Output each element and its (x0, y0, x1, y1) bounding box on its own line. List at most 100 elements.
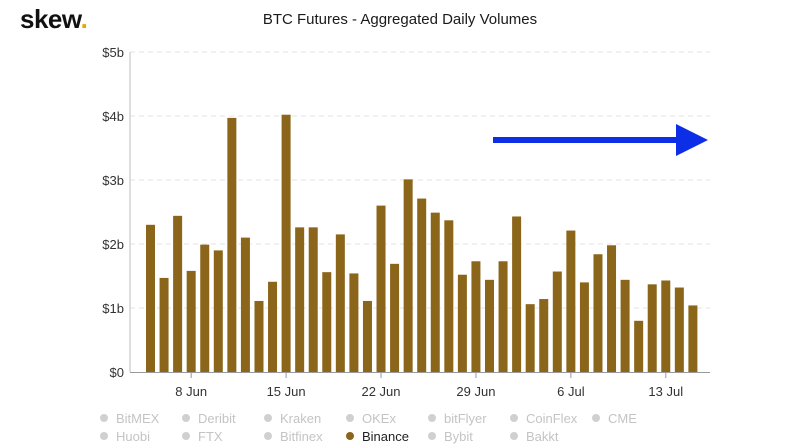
bar (525, 304, 535, 372)
legend-row: Huobi FTX Bitfinex Binance Bybit Bakkt (100, 427, 740, 445)
y-tick-label: $4b (102, 109, 124, 124)
bar (634, 320, 644, 372)
chart-title: BTC Futures - Aggregated Daily Volumes (262, 11, 538, 28)
y-tick-label: $2b (102, 237, 124, 252)
legend-item-deribit[interactable]: Deribit (182, 411, 264, 426)
legend-item-bitfinex[interactable]: Bitfinex (264, 429, 346, 444)
legend-marker-icon (428, 414, 436, 422)
bar (362, 300, 372, 372)
legend-label: FTX (198, 428, 223, 444)
x-tick-label: 15 Jun (267, 384, 306, 399)
x-tick-label: 13 Jul (648, 384, 683, 399)
bar (607, 245, 617, 372)
legend-label: CoinFlex (526, 410, 578, 426)
bar (268, 281, 278, 372)
bar (349, 273, 359, 372)
legend-label: OKEx (362, 410, 396, 426)
legend-label: bitFlyer (444, 410, 487, 426)
legend-label: Huobi (116, 428, 150, 444)
y-tick-label: $1b (102, 301, 124, 316)
x-tick-label: 8 Jun (175, 384, 207, 399)
bar (200, 244, 210, 372)
bar (173, 215, 183, 372)
bar (281, 114, 291, 372)
legend-row: BitMEX Deribit Kraken OKEx bitFlyer CoinFlex C… (100, 409, 740, 427)
skew-logo: skew. (20, 4, 88, 34)
legend-label: Binance (362, 428, 409, 444)
bar (335, 234, 345, 372)
legend-label: Bitfinex (280, 428, 323, 444)
legend-item-binance[interactable]: Binance (346, 429, 428, 444)
bar (213, 250, 223, 372)
legend-item-coinflex[interactable]: CoinFlex (510, 411, 592, 426)
bar (688, 305, 698, 372)
legend-item-cme[interactable]: CME (592, 411, 674, 426)
bar (457, 274, 467, 372)
bar (674, 287, 684, 372)
legend-marker-icon (264, 432, 272, 440)
bars (146, 114, 698, 372)
legend-item-bitflyer[interactable]: bitFlyer (428, 411, 510, 426)
legend-item-bitmex[interactable]: BitMEX (100, 411, 182, 426)
bar (308, 227, 318, 372)
bar (539, 299, 549, 372)
legend-marker-icon (100, 432, 108, 440)
legend-label: Deribit (198, 410, 236, 426)
bar (566, 230, 576, 372)
legend: BitMEX Deribit Kraken OKEx bitFlyer CoinFlex C… (100, 409, 740, 445)
bar (647, 284, 657, 372)
legend-item-bybit[interactable]: Bybit (428, 429, 510, 444)
legend-label: CME (608, 410, 637, 426)
bar (403, 179, 413, 372)
legend-marker-icon (100, 414, 108, 422)
x-tick-label: 22 Jun (361, 384, 400, 399)
legend-item-okex[interactable]: OKEx (346, 411, 428, 426)
legend-label: Kraken (280, 410, 322, 426)
bar (430, 212, 440, 372)
legend-label: Bakkt (526, 428, 559, 444)
x-tick-label: 29 Jun (456, 384, 495, 399)
bar (471, 261, 481, 372)
bar (620, 279, 630, 372)
legend-marker-icon (264, 414, 272, 422)
bar (146, 224, 155, 372)
legend-marker-icon (346, 414, 354, 422)
bar (593, 254, 603, 372)
legend-marker-icon (510, 414, 518, 422)
legend-label: BitMEX (116, 410, 160, 426)
bar (295, 227, 305, 372)
bar (390, 263, 400, 372)
bar (227, 117, 237, 372)
bar (376, 205, 386, 372)
y-tick-label: $3b (102, 173, 124, 188)
legend-marker-icon (428, 432, 436, 440)
legend-marker-icon (510, 432, 518, 440)
y-axis-tick-labels: $0 $1b $2b $3b $4b $5b (102, 45, 124, 380)
x-tick-label: 6 Jul (557, 384, 585, 399)
x-axis-ticks: 8 Jun 15 Jun 22 Jun 29 Jun 6 Jul 13 Jul (175, 372, 683, 399)
bar (254, 300, 264, 372)
legend-marker-icon (182, 432, 190, 440)
bar (579, 282, 589, 372)
legend-item-kraken[interactable]: Kraken (264, 411, 346, 426)
y-tick-label: $5b (102, 45, 124, 60)
legend-label: Bybit (444, 428, 473, 444)
bar (444, 220, 454, 372)
bar (552, 271, 562, 372)
bar (417, 198, 427, 372)
bar (322, 272, 332, 372)
legend-marker-icon (182, 414, 190, 422)
legend-marker-icon (346, 432, 354, 440)
legend-item-huobi[interactable]: Huobi (100, 429, 182, 444)
legend-item-ftx[interactable]: FTX (182, 429, 264, 444)
y-tick-label: $0 (110, 365, 124, 380)
legend-item-bakkt[interactable]: Bakkt (510, 429, 592, 444)
bar (661, 280, 671, 372)
bar (159, 277, 169, 372)
bar (498, 261, 508, 372)
legend-marker-icon (592, 414, 600, 422)
bar (186, 270, 196, 372)
bar (485, 279, 494, 372)
